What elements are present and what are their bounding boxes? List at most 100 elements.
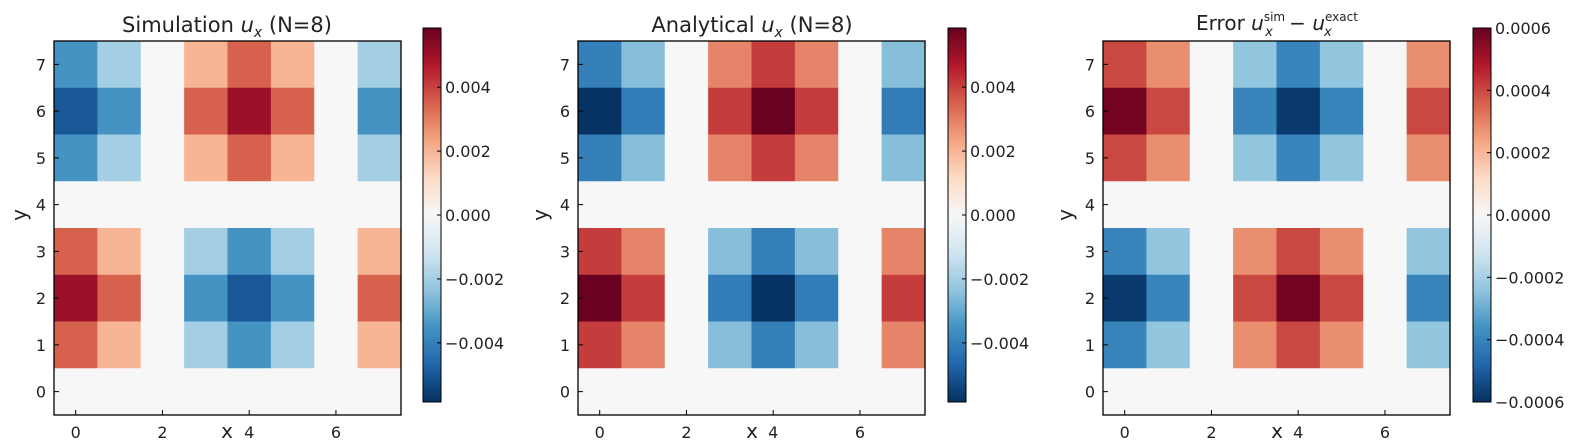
colorbar-band — [423, 215, 441, 219]
y-tick-label: 0 — [560, 383, 570, 402]
heatmap-cell — [1363, 321, 1408, 369]
colorbar-band — [948, 239, 966, 244]
colorbar-band — [423, 333, 441, 338]
colorbar-band — [948, 133, 966, 138]
colorbar-band — [423, 345, 441, 350]
heatmap-cell — [140, 368, 185, 416]
colorbar-band — [948, 49, 966, 54]
heatmap-cell — [1103, 41, 1147, 89]
colorbar-band — [1473, 168, 1491, 172]
heatmap-cell — [227, 274, 272, 323]
heatmap-cell — [1103, 228, 1147, 276]
colorbar-band — [423, 56, 441, 60]
colorbar-band — [423, 373, 441, 378]
heatmap-cell — [1406, 87, 1451, 136]
colorbar-band — [948, 62, 966, 66]
panel-title: Error usim x − uexact x — [1196, 10, 1358, 40]
colorbar-band — [1473, 249, 1491, 253]
heatmap-cell — [140, 321, 185, 369]
colorbar-band — [423, 84, 441, 88]
colorbar-band — [1473, 124, 1491, 129]
heatmap-cell — [97, 87, 142, 136]
y-tick-label: 5 — [1085, 149, 1095, 168]
colorbar-band — [1473, 65, 1491, 70]
colorbar-band — [1473, 177, 1491, 182]
heatmap-cell — [1276, 321, 1321, 369]
colorbar-band — [423, 330, 441, 334]
colorbar-band — [1473, 74, 1491, 79]
colorbar-band — [948, 395, 966, 400]
heatmap-cell — [227, 181, 272, 229]
colorbar-band — [948, 31, 966, 35]
heatmap-cell — [270, 228, 315, 276]
heatmap-cell — [881, 321, 926, 369]
heatmap-cell — [227, 321, 272, 369]
colorbar-band — [423, 180, 441, 185]
heatmap-cell — [664, 368, 709, 416]
heatmap-cell — [140, 274, 185, 323]
colorbar-band — [1473, 109, 1491, 113]
heatmap-cell — [1233, 228, 1278, 276]
colorbar-band — [423, 227, 441, 232]
heatmap-cell — [1406, 134, 1451, 182]
colorbar-band — [948, 386, 966, 391]
colorbar-tick-label: 0.002 — [970, 142, 1016, 161]
heatmap-cell — [1103, 368, 1147, 416]
colorbar-band — [948, 236, 966, 241]
heatmap-cell — [1189, 321, 1234, 369]
colorbar-band — [1473, 71, 1491, 76]
heatmap-cell — [794, 134, 839, 182]
heatmap-cell — [1146, 368, 1191, 416]
heatmap-cell — [54, 181, 98, 229]
colorbar-band — [423, 283, 441, 288]
colorbar-band — [948, 367, 966, 372]
heatmap-cell — [1363, 134, 1408, 182]
heatmap-cell — [270, 87, 315, 136]
colorbar-band — [423, 211, 441, 216]
heatmap-cell — [881, 228, 926, 276]
colorbar-band — [423, 77, 441, 82]
y-tick-label: 7 — [36, 55, 46, 74]
colorbar-tick-label: −0.0002 — [1495, 268, 1564, 287]
heatmap-cell — [578, 134, 622, 182]
colorbar-band — [1473, 367, 1491, 372]
colorbar-band — [1473, 296, 1491, 300]
colorbar-band — [1473, 320, 1491, 325]
colorbar-band — [423, 43, 441, 48]
y-tick-label: 7 — [1085, 55, 1095, 74]
x-tick-label: 2 — [157, 423, 167, 442]
heatmap-cell — [621, 228, 666, 276]
heatmap-cell — [1189, 134, 1234, 182]
colorbar-band — [1473, 364, 1491, 369]
colorbar-band — [423, 124, 441, 129]
colorbar-band — [423, 199, 441, 204]
colorbar-band — [948, 146, 966, 151]
heatmap-cell — [314, 41, 359, 89]
colorbar-tick-label: −0.002 — [970, 270, 1029, 289]
heatmap-cell — [578, 228, 622, 276]
heatmap-cell — [227, 41, 272, 89]
colorbar-band — [1473, 93, 1491, 98]
colorbar-band — [948, 193, 966, 197]
x-tick-label: 0 — [595, 423, 605, 442]
heatmap-cell — [708, 41, 753, 89]
x-tick-label: 6 — [331, 423, 341, 442]
colorbar-band — [423, 361, 441, 366]
heatmap-cell — [1146, 321, 1191, 369]
colorbar-band — [423, 37, 441, 41]
colorbar-band — [1473, 87, 1491, 91]
y-tick-label: 5 — [560, 149, 570, 168]
heatmap-cell — [1363, 274, 1408, 323]
colorbar-band — [948, 289, 966, 294]
colorbar-band — [1473, 115, 1491, 119]
colorbar-band — [948, 130, 966, 135]
heatmap-cell — [1146, 41, 1191, 89]
heatmap-cell — [1189, 228, 1234, 276]
colorbar-band — [1473, 68, 1491, 73]
y-tick-label: 7 — [560, 55, 570, 74]
heatmap-cell — [708, 87, 753, 136]
colorbar-band — [1473, 258, 1491, 263]
heatmap-cell — [1103, 321, 1147, 369]
heatmap-cell — [227, 87, 272, 136]
colorbar-band — [1473, 215, 1491, 219]
